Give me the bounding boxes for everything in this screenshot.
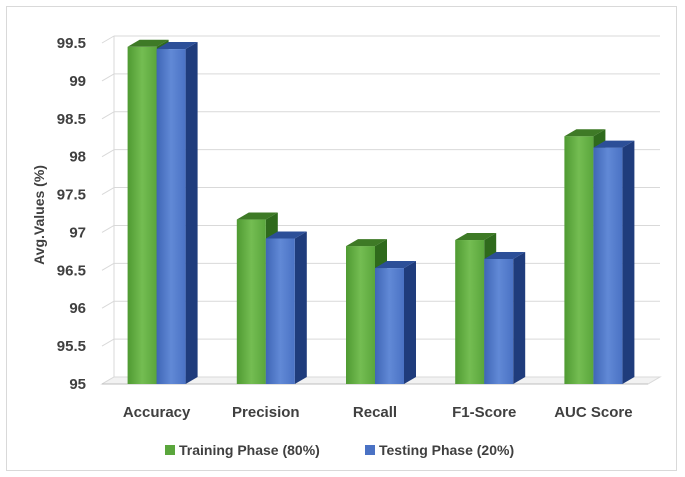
gridline-slant xyxy=(101,73,115,82)
bar xyxy=(484,251,526,384)
bar-top xyxy=(346,239,387,247)
y-tick-label: 97 xyxy=(69,224,86,241)
bar-front xyxy=(484,258,514,384)
y-tick-label: 99.5 xyxy=(57,35,86,52)
bar-front xyxy=(127,46,157,385)
y-tick-label: 97.5 xyxy=(57,187,86,204)
x-tick-label: Precision xyxy=(232,404,300,421)
bar-top xyxy=(156,42,198,50)
legend: Training Phase (80%) Testing Phase (20%) xyxy=(165,442,514,458)
bar-top xyxy=(455,233,497,241)
legend-item: Training Phase (80%) xyxy=(165,442,320,458)
bar-top xyxy=(127,39,169,47)
y-tick-label: 99 xyxy=(69,73,86,90)
gridline-slant xyxy=(101,225,115,233)
bar-front xyxy=(564,136,594,384)
bar-front xyxy=(375,268,404,384)
bar-side xyxy=(404,261,416,384)
y-tick-label: 96.5 xyxy=(57,262,86,279)
legend-item: Testing Phase (20%) xyxy=(365,442,514,458)
x-tick-label: F1-Score xyxy=(452,404,516,421)
gridline-slant xyxy=(101,338,115,347)
gridline-slant xyxy=(101,35,115,44)
bar xyxy=(156,42,198,384)
bar-top xyxy=(265,231,307,239)
y-tick-label: 98.5 xyxy=(57,111,86,128)
legend-swatch xyxy=(365,445,375,455)
bar-top xyxy=(484,251,526,259)
bar-side xyxy=(513,251,526,384)
gridline-slant xyxy=(101,300,115,309)
gridline-slant xyxy=(101,111,115,120)
bar-side xyxy=(294,231,307,384)
x-tick-label: AUC Score xyxy=(554,404,632,421)
y-tick-label: 95.5 xyxy=(57,338,86,355)
bar-front xyxy=(156,49,186,384)
gridline-slant xyxy=(101,187,115,195)
bar-front xyxy=(265,238,295,384)
legend-swatch xyxy=(165,445,175,455)
y-tick-label: 95 xyxy=(69,376,86,393)
x-tick-label: Recall xyxy=(353,404,397,421)
bar-front xyxy=(455,240,485,384)
bar-top xyxy=(375,261,416,269)
bar-top xyxy=(593,140,635,148)
x-tick-label: Accuracy xyxy=(123,404,191,421)
gridline-slant xyxy=(101,149,115,158)
y-tick-label: 96 xyxy=(69,300,86,317)
bar xyxy=(375,261,416,384)
bar-side xyxy=(622,140,635,384)
gridline-slant xyxy=(101,262,115,271)
bar xyxy=(593,140,635,384)
bar-side xyxy=(185,42,198,384)
bar-front xyxy=(236,219,266,384)
bars xyxy=(127,39,635,385)
bar-front xyxy=(346,246,375,384)
bar-top xyxy=(564,129,606,137)
x-axis-labels: Accuracy Precision Recall F1-Score AUC Score xyxy=(123,404,633,421)
y-tick-label: 98 xyxy=(69,149,86,166)
bar xyxy=(265,231,307,384)
legend-label: Testing Phase (20%) xyxy=(379,442,514,458)
y-axis-ticks: 95 95.5 96 96.5 97 97.5 98 98.5 99 99.5 xyxy=(57,35,86,393)
y-axis-label: Avg.Values (%) xyxy=(31,165,47,265)
bar-top xyxy=(236,212,278,220)
bar-front xyxy=(593,147,623,384)
legend-label: Training Phase (80%) xyxy=(179,442,320,458)
